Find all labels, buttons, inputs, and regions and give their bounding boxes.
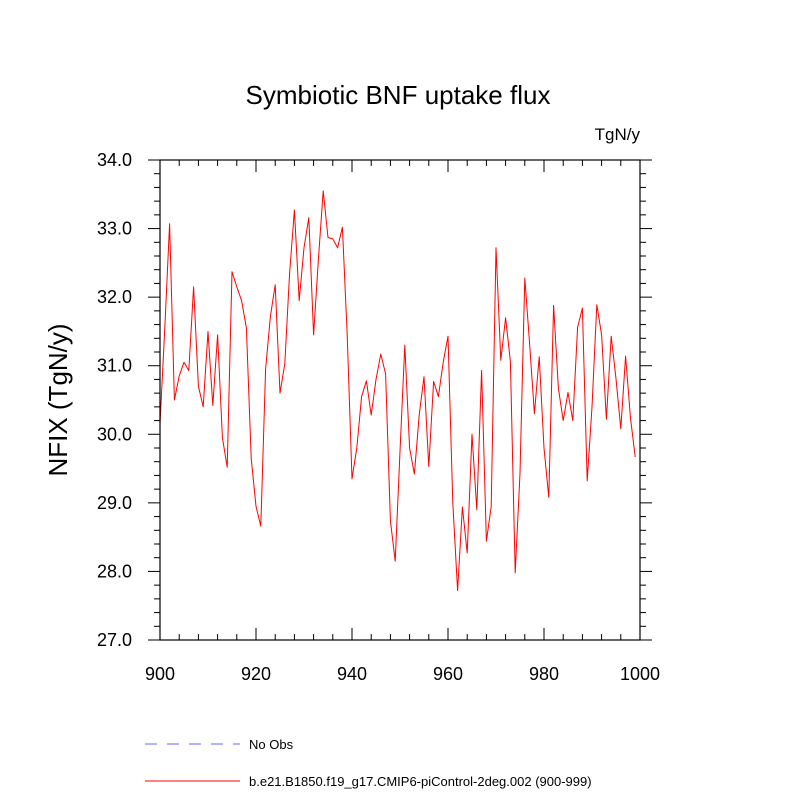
y-tick-labels: 27.0 28.0 29.0 30.0 31.0 32.0 33.0 34.0 (97, 150, 132, 650)
legend-label-no-obs: No Obs (249, 737, 294, 752)
y-tick-label-27.0: 27.0 (97, 630, 132, 650)
y-tick-label-34.0: 34.0 (97, 150, 132, 170)
axis-ticks (148, 159, 652, 641)
y-tick-label-32.0: 32.0 (97, 287, 132, 307)
x-tick-label-1000: 1000 (620, 664, 660, 684)
series-line-0 (159, 190, 636, 592)
x-tick-label-940: 940 (337, 664, 367, 684)
series-layer (159, 190, 636, 592)
y-tick-label-28.0: 28.0 (97, 561, 132, 581)
y-tick-label-30.0: 30.0 (97, 424, 132, 444)
y-tick-label-33.0: 33.0 (97, 219, 132, 239)
y-tick-label-29.0: 29.0 (97, 493, 132, 513)
x-tick-label-980: 980 (529, 664, 559, 684)
x-tick-label-960: 960 (433, 664, 463, 684)
x-tick-label-900: 900 (145, 664, 175, 684)
units-label: TgN/y (595, 125, 641, 144)
y-tick-label-31.0: 31.0 (97, 356, 132, 376)
plot-frame (159, 159, 641, 641)
legend: No Obs b.e21.B1850.f19_g17.CMIP6-piContr… (145, 737, 592, 789)
x-tick-labels: 900 920 940 960 980 1000 (145, 664, 660, 684)
legend-label-model-run: b.e21.B1850.f19_g17.CMIP6-piControl-2deg… (249, 774, 592, 789)
x-tick-label-920: 920 (241, 664, 271, 684)
chart-title: Symbiotic BNF uptake flux (246, 80, 551, 110)
y-axis-label: NFIX (TgN/y) (43, 323, 73, 476)
